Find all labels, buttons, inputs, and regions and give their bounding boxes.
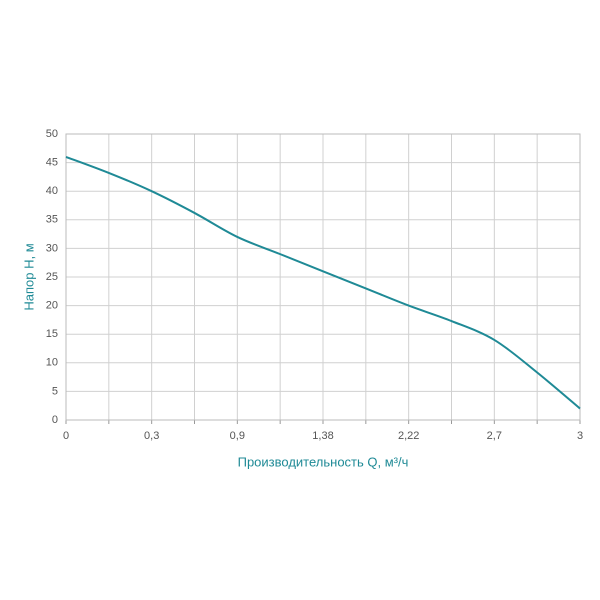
y-tick-label: 50: [46, 128, 58, 140]
plot-frame: [65, 133, 581, 421]
x-tick-label: 0,9: [230, 430, 245, 442]
y-tick-label: 40: [46, 185, 58, 197]
curve: [65, 155, 581, 410]
y-tick-label: 0: [52, 414, 58, 426]
y-tick-label: 20: [46, 300, 58, 312]
y-tick-label: 10: [46, 357, 58, 369]
x-tick-label: 2,22: [398, 430, 419, 442]
y-tick-label: 5: [52, 385, 58, 397]
x-axis-title: Производительность Q, м³/ч: [238, 454, 409, 469]
x-tick-label: 0,3: [144, 430, 159, 442]
x-tick-label: 2,7: [487, 430, 502, 442]
x-tick-label: 1,38: [312, 430, 333, 442]
x-tick-label: 0: [63, 430, 69, 442]
x-tick-label: 3: [577, 430, 583, 442]
y-tick-label: 30: [46, 242, 58, 254]
y-tick-label: 15: [46, 328, 58, 340]
y-tick-label: 35: [46, 214, 58, 226]
y-tick-label: 25: [46, 271, 58, 283]
y-axis-title: Напор H, м: [21, 243, 36, 310]
y-tick-label: 45: [46, 157, 58, 169]
